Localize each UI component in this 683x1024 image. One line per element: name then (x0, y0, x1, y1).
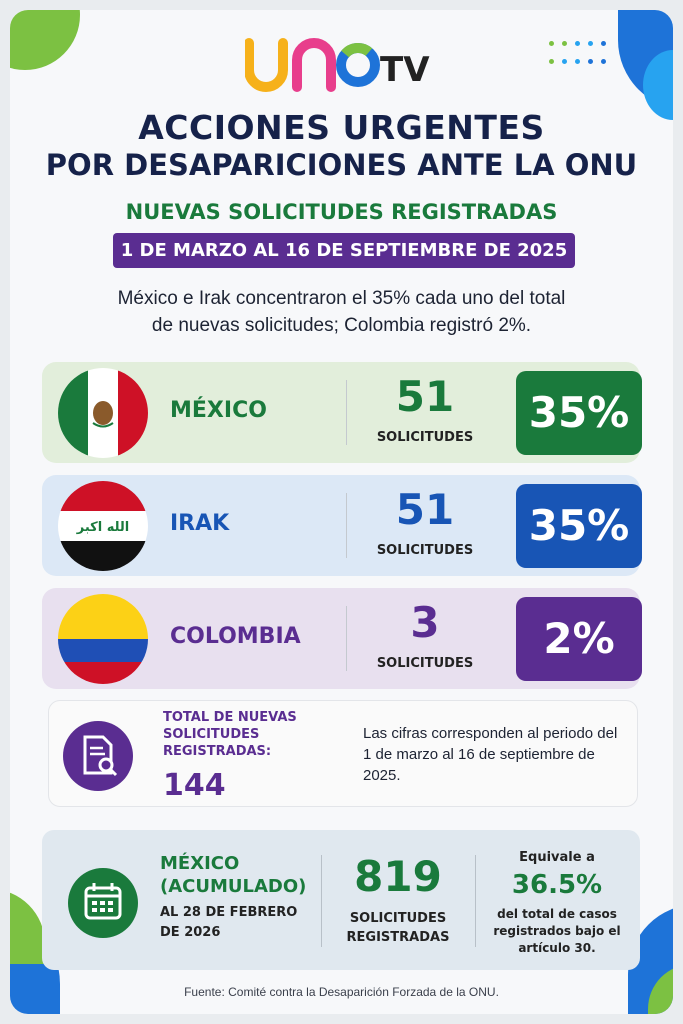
request-count-label: SOLICITUDES (376, 543, 474, 558)
accumulated-title: MÉXICO (ACUMULADO) (160, 853, 307, 897)
total-label: TOTAL DE NUEVAS SOLICITUDES REGISTRADAS: (163, 710, 297, 759)
date-range-badge: 1 DE MARZO AL 16 DE SEPTIEMBRE DE 2025 (113, 233, 575, 268)
divider (475, 855, 476, 947)
accumulated-percent: 36.5% (511, 870, 603, 900)
request-count: 51 (395, 485, 455, 534)
divider (321, 855, 322, 947)
country-name: COLOMBIA (170, 624, 301, 649)
period-note: Las cifras corresponden al periodo del 1… (363, 725, 618, 784)
divider (346, 380, 347, 445)
request-count: 3 (410, 598, 440, 647)
decor-shape (10, 889, 45, 964)
intro-text: México e Irak concentraron el 35% cada u… (50, 285, 633, 339)
tv-text: TV (380, 50, 430, 90)
source-footnote: Fuente: Comité contra la Desaparición Fo… (184, 985, 499, 999)
total-value: 144 (163, 768, 226, 803)
accumulated-value-label: SOLICITUDES REGISTRADAS (346, 911, 450, 945)
equivalence-label: Equivale a (519, 850, 595, 865)
percent-badge: 35% (516, 371, 642, 455)
document-search-icon (63, 721, 133, 791)
intro-line: de nuevas solicitudes; Colombia registró… (151, 315, 532, 336)
country-row-mexico: MÉXICO 51 SOLICITUDES 35% (42, 362, 642, 463)
intro-line: México e Irak concentraron el 35% cada u… (117, 288, 566, 309)
country-row-iraq: الله اكبر IRAK 51 SOLICITUDES 35% (42, 475, 642, 576)
page-title-line2: POR DESAPARICIONES ANTE LA ONU (45, 148, 638, 182)
decor-shape (10, 10, 80, 70)
request-count-label: SOLICITUDES (376, 656, 474, 671)
country-name: MÉXICO (170, 398, 267, 423)
percent-badge: 35% (516, 484, 642, 568)
infographic-card: TV ACCIONES URGENTES POR DESAPARICIONES … (10, 10, 673, 1014)
accumulated-value: 819 (354, 852, 442, 901)
country-name: IRAK (170, 511, 230, 536)
decor-dots (545, 36, 615, 72)
total-summary-card: TOTAL DE NUEVAS SOLICITUDES REGISTRADAS:… (48, 700, 638, 807)
subtitle: NUEVAS SOLICITUDES REGISTRADAS (125, 200, 558, 224)
accumulated-card: MÉXICO (ACUMULADO) AL 28 DE FEBRERO DE 2… (42, 830, 640, 970)
colombia-flag-icon (58, 594, 148, 684)
page-title-line1: ACCIONES URGENTES (138, 108, 545, 147)
iraq-flag-text: الله اكبر (76, 520, 129, 535)
calendar-icon (68, 868, 138, 938)
accumulated-date: AL 28 DE FEBRERO DE 2026 (160, 905, 298, 940)
accumulated-percent-desc: del total de casos registrados bajo el a… (493, 907, 621, 955)
divider (346, 606, 347, 671)
divider (346, 493, 347, 558)
percent-badge: 2% (516, 597, 642, 681)
iraq-flag-icon: الله اكبر (58, 481, 148, 571)
request-count: 51 (395, 372, 455, 421)
mexico-flag-icon (58, 368, 148, 458)
request-count-label: SOLICITUDES (376, 430, 474, 445)
uno-tv-logo: TV (244, 35, 445, 105)
country-row-colombia: COLOMBIA 3 SOLICITUDES 2% (42, 588, 642, 689)
